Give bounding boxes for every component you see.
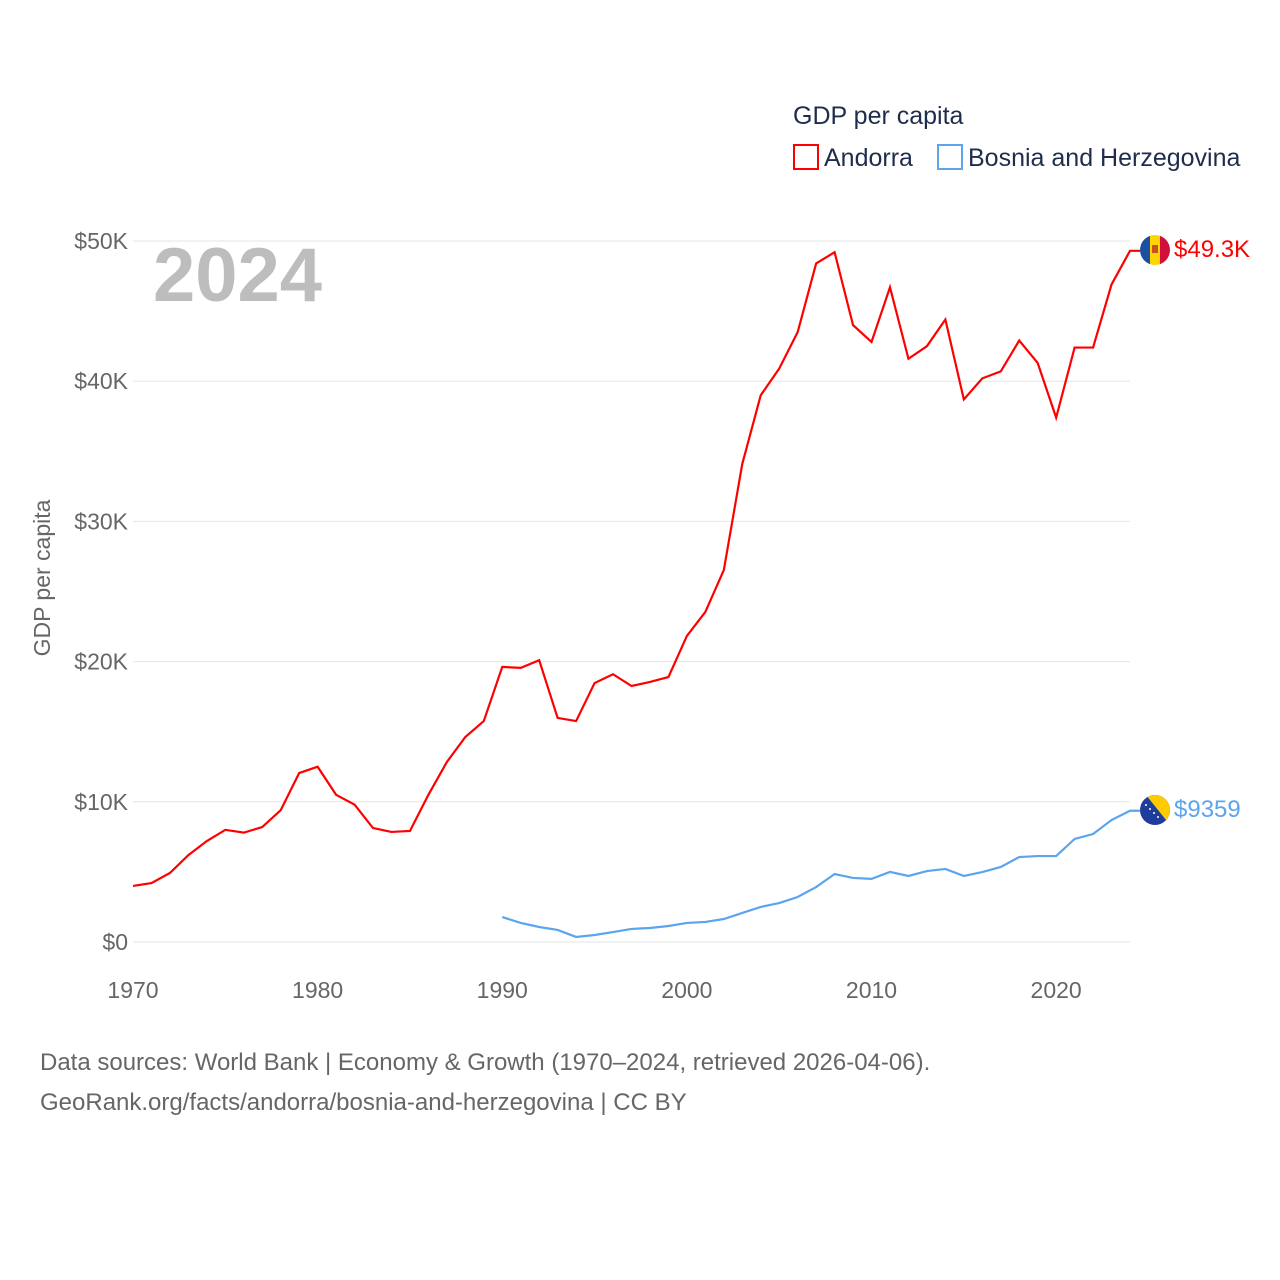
andorra-end-label: $49.3K	[1174, 236, 1250, 263]
highlight-year: 2024	[153, 233, 322, 318]
y-tick-label: $30K	[74, 508, 128, 534]
source-note: Data sources: World Bank | Economy & Gro…	[40, 1043, 930, 1123]
bosnia-flag-icon	[1140, 795, 1170, 825]
legend-label-andorra: Andorra	[824, 144, 913, 172]
y-tick-label: $0	[102, 929, 128, 955]
x-tick-label: 2000	[661, 977, 712, 1003]
x-tick-label: 1990	[477, 977, 528, 1003]
source-line: Data sources: World Bank | Economy & Gro…	[40, 1049, 931, 1076]
y-axis-ticks: $0 $10K $20K $30K $40K $50K	[74, 228, 128, 955]
legend-label-bosnia: Bosnia and Herzegovina	[968, 144, 1240, 172]
y-tick-label: $20K	[74, 649, 128, 675]
source-link[interactable]: GeoRank.org/facts/andorra/bosnia-and-her…	[40, 1089, 687, 1116]
legend-swatch-bosnia	[937, 144, 963, 170]
series-line-bosnia-and-herzegovina	[501, 809, 1140, 939]
series-line-andorra	[132, 249, 1140, 888]
legend-item-bosnia[interactable]: Bosnia and Herzegovina	[937, 144, 1240, 172]
y-tick-label: $40K	[74, 368, 128, 394]
x-axis-ticks: 1970 1980 1990 2000 2010 2020	[107, 977, 1081, 1003]
bosnia-end-label: $9359	[1174, 796, 1241, 823]
x-tick-label: 2010	[846, 977, 897, 1003]
x-tick-label: 2020	[1031, 977, 1082, 1003]
legend-title: GDP per capita	[793, 102, 964, 130]
gridlines	[133, 240, 1130, 943]
andorra-flag-icon	[1140, 235, 1170, 265]
y-axis-label: GDP per capita	[29, 499, 55, 656]
x-tick-label: 1970	[107, 977, 158, 1003]
series-lines	[132, 249, 1140, 939]
y-tick-label: $10K	[74, 789, 128, 815]
legend-item-andorra[interactable]: Andorra	[793, 144, 913, 172]
legend-swatch-andorra	[793, 144, 819, 170]
x-tick-label: 1980	[292, 977, 343, 1003]
y-tick-label: $50K	[74, 228, 128, 254]
